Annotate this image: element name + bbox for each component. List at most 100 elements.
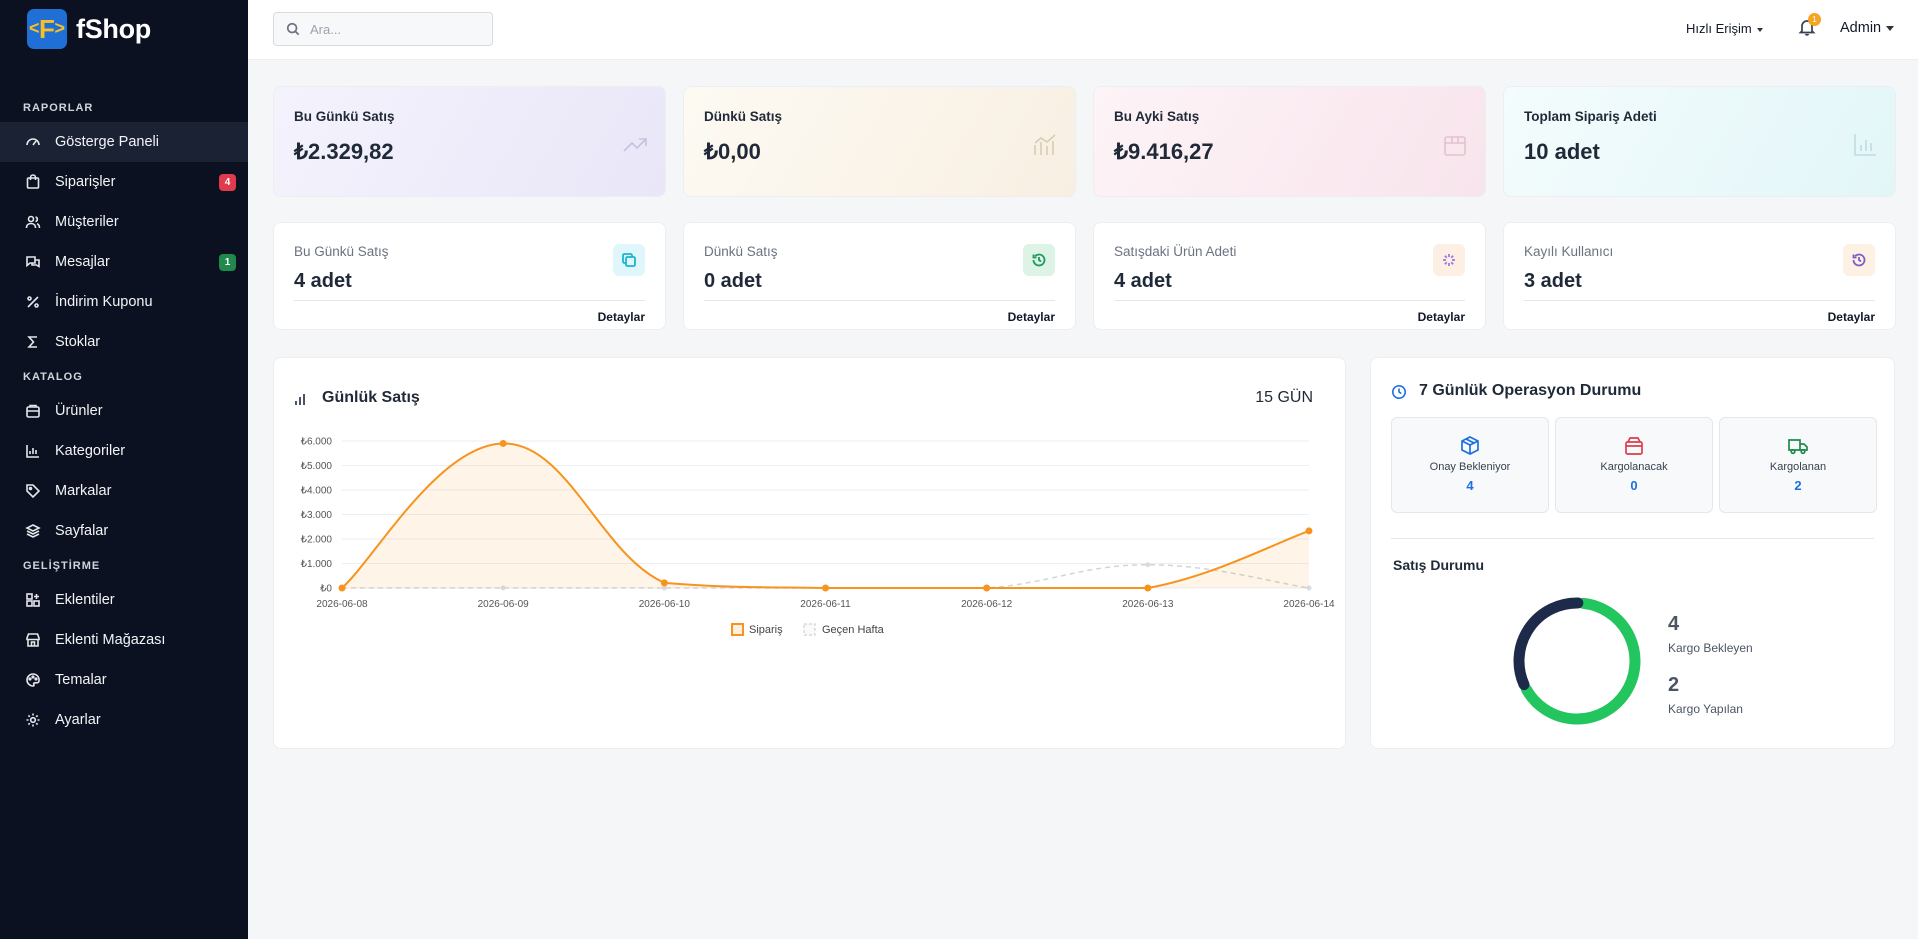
- count-card-registered-users: Kayılı Kullanıcı 3 adet Detaylar: [1503, 222, 1896, 330]
- user-menu[interactable]: Admin: [1840, 20, 1895, 36]
- quick-access-dropdown[interactable]: Hızlı Erişim: [1686, 21, 1763, 36]
- data-point-orders: [1144, 584, 1152, 592]
- truck-icon: [1787, 435, 1809, 457]
- count-card-products-on-sale: Satışdaki Ürün Adeti 4 adet Detaylar: [1093, 222, 1486, 330]
- search-box[interactable]: [273, 12, 493, 46]
- palette-icon: [25, 672, 41, 688]
- ops-box-label: Kargolanan: [1769, 461, 1827, 473]
- topbar: Hızlı Erişim 1 Admin: [248, 0, 1918, 60]
- x-tick-label: 2026-06-11: [800, 599, 851, 610]
- details-link[interactable]: Detaylar: [597, 310, 645, 324]
- summary-card-value: ₺2.329,82: [294, 139, 394, 164]
- sidebar-item-themes[interactable]: Temalar: [0, 660, 248, 700]
- sidebar-item-label: Gösterge Paneli: [55, 134, 159, 150]
- daily-sales-chart-card: Günlük Satış 15 GÜN ₺0 ₺1.000 ₺2.000 ₺3.000…: [273, 357, 1346, 749]
- sidebar-item-dashboard[interactable]: Gösterge Paneli: [0, 122, 248, 162]
- sales-status-label: Kargo Yapılan: [1668, 702, 1743, 716]
- divider: [1524, 300, 1875, 301]
- sidebar-item-plugin-store[interactable]: Eklenti Mağazası: [0, 620, 248, 660]
- history-icon: [1023, 244, 1055, 276]
- count-card-value: 4 adet: [294, 270, 352, 292]
- data-point-previous-week: [1145, 562, 1151, 568]
- sidebar-item-label: Ürünler: [55, 403, 103, 419]
- daily-sales-chart: ₺0 ₺1.000 ₺2.000 ₺3.000 ₺4.000 ₺5.000 ₺6.000 20…: [301, 437, 1335, 636]
- y-tick-label: ₺1.000: [301, 559, 333, 570]
- details-link[interactable]: Detaylar: [1827, 310, 1875, 324]
- user-name: Admin: [1840, 20, 1882, 36]
- details-link[interactable]: Detaylar: [1417, 310, 1465, 324]
- ops-box-shipped[interactable]: Kargolanan 2: [1719, 417, 1877, 513]
- data-point-previous-week: [661, 585, 667, 591]
- sidebar-item-label: Eklentiler: [55, 592, 115, 608]
- bar-chart-icon: [25, 443, 41, 459]
- layers-icon: [25, 523, 41, 539]
- summary-card-total-orders[interactable]: Toplam Sipariş Adeti 10 adet: [1503, 86, 1896, 197]
- chevron-down-icon: [1756, 27, 1763, 32]
- ops-box-to-ship[interactable]: Kargolanacak 0: [1555, 417, 1713, 513]
- ops-box-pending-approval[interactable]: Onay Bekleniyor 4: [1391, 417, 1549, 513]
- count-card-label: Kayılı Kullanıcı: [1524, 244, 1614, 259]
- x-tick-label: 2026-06-08: [316, 599, 368, 610]
- loader-icon: [1433, 244, 1465, 276]
- sales-status-value: 4: [1668, 613, 1680, 635]
- sidebar-item-pages[interactable]: Sayfalar: [0, 511, 248, 551]
- sidebar-item-label: Sayfalar: [55, 523, 109, 539]
- data-point-previous-week: [1306, 585, 1312, 591]
- orders-badge: 4: [219, 173, 236, 191]
- box-icon: [25, 403, 41, 419]
- count-card-label: Satışdaki Ürün Adeti: [1114, 244, 1237, 259]
- section-label-catalog: KATALOG: [23, 371, 83, 383]
- summary-card-today-sales[interactable]: Bu Günkü Satış ₺2.329,82: [273, 86, 666, 197]
- sidebar-item-products[interactable]: Ürünler: [0, 391, 248, 431]
- sidebar-item-messages[interactable]: Mesajlar 1: [0, 242, 248, 282]
- messages-badge: 1: [219, 253, 236, 271]
- chevron-down-icon: [1886, 25, 1895, 31]
- dashboard-icon: [25, 134, 41, 150]
- sidebar-item-label: Müşteriler: [55, 214, 119, 230]
- data-point-previous-week: [500, 585, 506, 591]
- chart-range-selector[interactable]: 15 GÜN: [1255, 389, 1313, 406]
- sidebar-item-categories[interactable]: Kategoriler: [0, 431, 248, 471]
- sidebar-item-label: İndirim Kuponu: [55, 294, 153, 310]
- ops-box-value: 0: [1630, 478, 1638, 493]
- legend-label-previous-week: Geçen Hafta: [822, 624, 885, 636]
- y-tick-label: ₺0: [320, 584, 332, 595]
- summary-card-month-sales[interactable]: Bu Ayki Satış ₺9.416,27: [1093, 86, 1486, 197]
- sidebar-item-coupons[interactable]: İndirim Kuponu: [0, 282, 248, 322]
- ops-box-value: 2: [1794, 478, 1802, 493]
- details-link[interactable]: Detaylar: [1007, 310, 1055, 324]
- divider: [704, 300, 1055, 301]
- search-input[interactable]: [310, 21, 480, 37]
- donut-slice-1: [1513, 597, 1584, 691]
- x-tick-label: 2026-06-09: [478, 599, 530, 610]
- tag-icon: [25, 483, 41, 499]
- sidebar-item-label: Temalar: [55, 672, 107, 688]
- legend-label-orders: Sipariş: [749, 624, 783, 636]
- sidebar-item-plugins[interactable]: Eklentiler: [0, 580, 248, 620]
- users-icon: [25, 214, 41, 230]
- summary-card-yesterday-sales[interactable]: Dünkü Satış ₺0,00: [683, 86, 1076, 197]
- y-tick-label: ₺6.000: [301, 437, 333, 448]
- y-tick-label: ₺4.000: [301, 486, 333, 497]
- data-point-orders: [660, 579, 668, 587]
- sidebar-item-stocks[interactable]: Stoklar: [0, 322, 248, 362]
- summary-card-value: ₺0,00: [704, 139, 761, 164]
- trend-up-icon: [621, 131, 649, 159]
- sidebar-item-brands[interactable]: Markalar: [0, 471, 248, 511]
- sidebar-item-customers[interactable]: Müşteriler: [0, 202, 248, 242]
- sidebar-item-label: Ayarlar: [55, 712, 101, 728]
- count-card-label: Dünkü Satış: [704, 244, 778, 259]
- history-icon: [1843, 244, 1875, 276]
- brand-logo[interactable]: < F > fShop: [0, 0, 248, 58]
- data-point-orders: [338, 584, 346, 592]
- sidebar-item-orders[interactable]: Siparişler 4: [0, 162, 248, 202]
- notifications-button[interactable]: 1: [1798, 13, 1821, 38]
- summary-card-value: 10 adet: [1524, 139, 1600, 164]
- package-icon: [1623, 435, 1645, 457]
- sidebar-item-settings[interactable]: Ayarlar: [0, 700, 248, 740]
- ops-box-label: Kargolanacak: [1600, 461, 1668, 473]
- brand-name: fShop: [76, 13, 151, 44]
- legend-swatch-previous-week: [803, 623, 816, 636]
- count-card-value: 3 adet: [1524, 270, 1582, 292]
- summary-card-label: Toplam Sipariş Adeti: [1524, 109, 1657, 124]
